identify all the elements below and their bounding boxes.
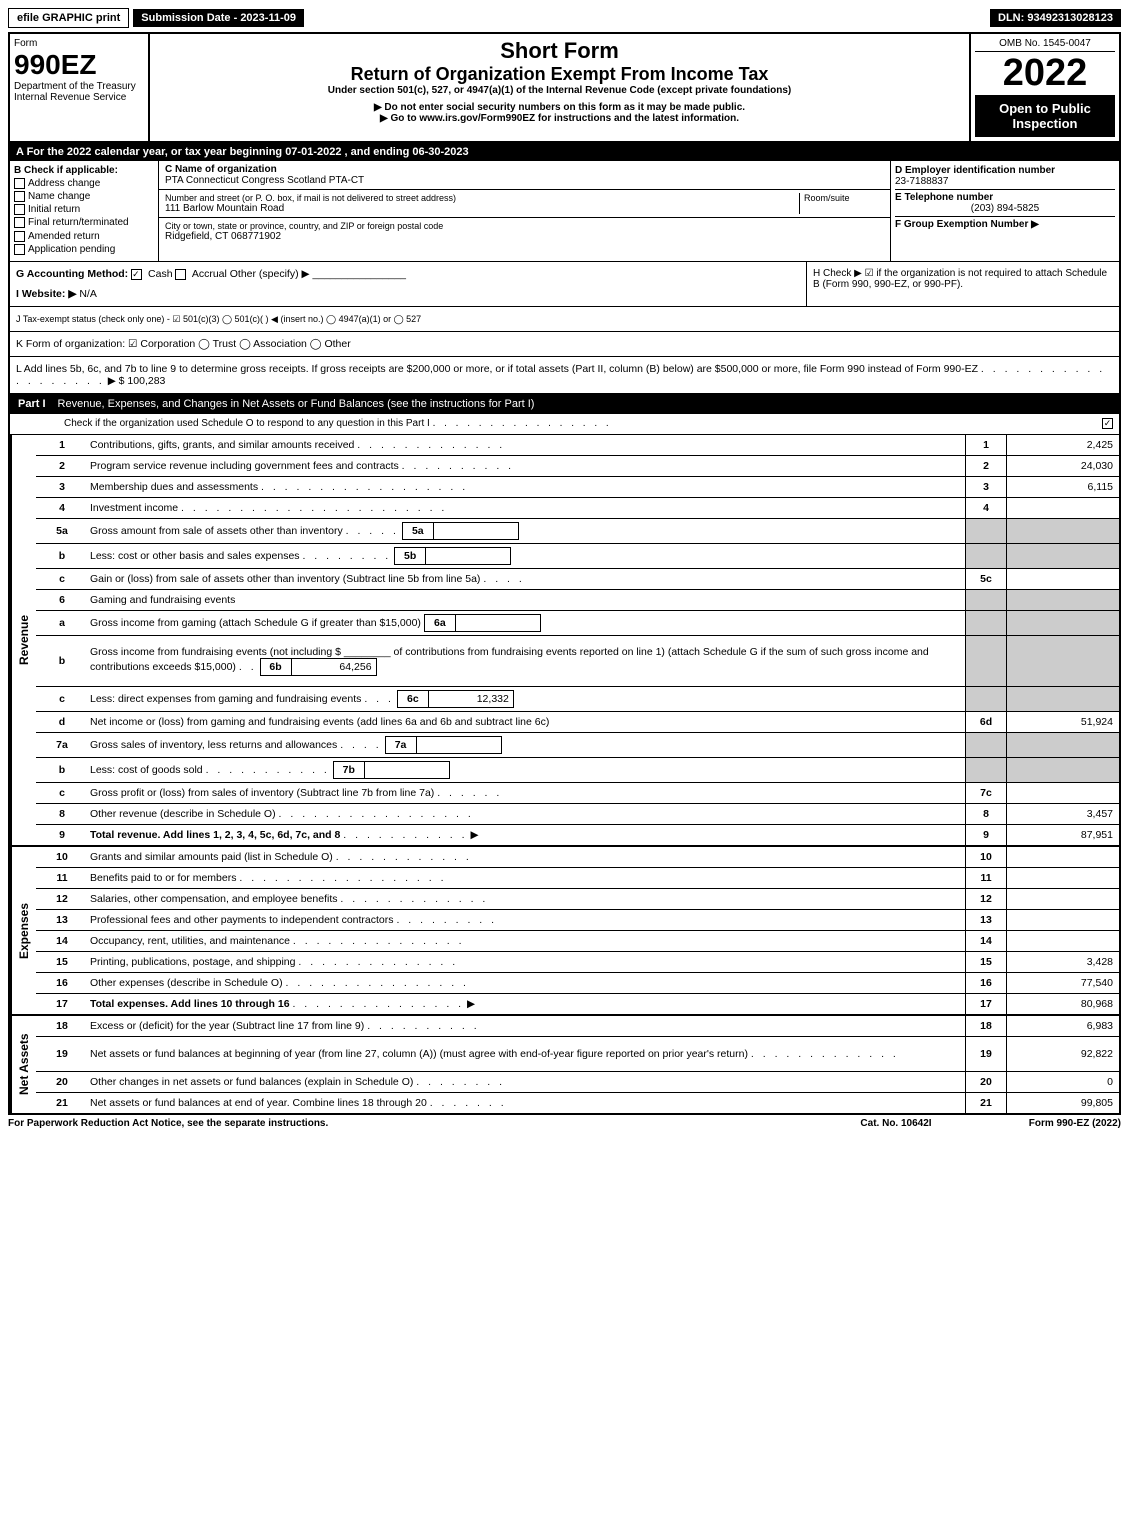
- section-b: B Check if applicable: Address change Na…: [10, 161, 159, 261]
- line1-val: 2,425: [1007, 435, 1119, 455]
- line3-val: 6,115: [1007, 477, 1119, 497]
- chk-amended[interactable]: Amended return: [14, 231, 154, 242]
- form-header: Form 990EZ Department of the Treasury In…: [10, 34, 1119, 143]
- netassets-section: Net Assets 18Excess or (deficit) for the…: [10, 1016, 1119, 1113]
- section-l: L Add lines 5b, 6c, and 7b to line 9 to …: [10, 357, 1119, 394]
- header-left: Form 990EZ Department of the Treasury In…: [10, 34, 150, 141]
- chk-address[interactable]: Address change: [14, 178, 154, 189]
- website: N/A: [79, 288, 97, 300]
- line21-val: 99,805: [1007, 1093, 1119, 1113]
- c-name-label: C Name of organization: [165, 164, 884, 175]
- note2: ▶ Go to www.irs.gov/Form990EZ for instru…: [154, 113, 965, 124]
- b-label: B Check if applicable:: [14, 165, 154, 176]
- part1-header: Part I Revenue, Expenses, and Changes in…: [10, 394, 1119, 414]
- room-label: Room/suite: [799, 193, 884, 214]
- chk-pending[interactable]: Application pending: [14, 244, 154, 255]
- expenses-label: Expenses: [10, 847, 36, 1014]
- omb-number: OMB No. 1545-0047: [975, 38, 1115, 52]
- section-h: H Check ▶ ☑ if the organization is not r…: [806, 262, 1119, 306]
- org-name: PTA Connecticut Congress Scotland PTA-CT: [165, 175, 884, 186]
- line2-val: 24,030: [1007, 456, 1119, 476]
- irs: Internal Revenue Service: [14, 92, 144, 103]
- section-k: K Form of organization: ☑ Corporation ◯ …: [10, 332, 1119, 357]
- line15-val: 3,428: [1007, 952, 1119, 972]
- chk-name[interactable]: Name change: [14, 191, 154, 202]
- line19-val: 92,822: [1007, 1037, 1119, 1071]
- subtitle: Under section 501(c), 527, or 4947(a)(1)…: [154, 85, 965, 96]
- section-a: A For the 2022 calendar year, or tax yea…: [10, 143, 1119, 161]
- city: Ridgefield, CT 068771902: [165, 231, 884, 242]
- part1-check: Check if the organization used Schedule …: [62, 415, 1099, 432]
- city-label: City or town, state or province, country…: [165, 221, 884, 231]
- efile-button[interactable]: efile GRAPHIC print: [8, 8, 129, 28]
- form-word: Form: [14, 38, 144, 49]
- section-g: G Accounting Method: Cash Accrual Other …: [10, 262, 806, 306]
- i-label: I Website: ▶: [16, 288, 76, 300]
- footer-right: Form 990-EZ (2022): [971, 1118, 1121, 1129]
- phone: (203) 894-5825: [895, 203, 1115, 214]
- line17-val: 80,968: [1007, 994, 1119, 1014]
- section-def: D Employer identification number 23-7188…: [890, 161, 1119, 261]
- line6d-val: 51,924: [1007, 712, 1119, 732]
- d-label: D Employer identification number: [895, 165, 1115, 176]
- ein: 23-7188837: [895, 176, 1115, 187]
- street: 111 Barlow Mountain Road: [165, 203, 799, 214]
- section-c: C Name of organization PTA Connecticut C…: [159, 161, 890, 261]
- tax-year: 2022: [975, 52, 1115, 95]
- line16-val: 77,540: [1007, 973, 1119, 993]
- e-label: E Telephone number: [895, 189, 1115, 203]
- expenses-section: Expenses 10Grants and similar amounts pa…: [10, 847, 1119, 1016]
- header-center: Short Form Return of Organization Exempt…: [150, 34, 969, 141]
- dln: DLN: 93492313028123: [990, 9, 1121, 27]
- section-j: J Tax-exempt status (check only one) - ☑…: [10, 307, 1119, 332]
- form-container: Form 990EZ Department of the Treasury In…: [8, 32, 1121, 1115]
- part1-label: Part I: [18, 398, 46, 410]
- footer: For Paperwork Reduction Act Notice, see …: [8, 1115, 1121, 1132]
- open-inspection: Open to Public Inspection: [975, 95, 1115, 137]
- revenue-label: Revenue: [10, 435, 36, 845]
- footer-left: For Paperwork Reduction Act Notice, see …: [8, 1118, 821, 1129]
- line8-val: 3,457: [1007, 804, 1119, 824]
- note1: ▶ Do not enter social security numbers o…: [154, 102, 965, 113]
- line6b-val: 64,256: [292, 658, 377, 676]
- line9-val: 87,951: [1007, 825, 1119, 845]
- form-number: 990EZ: [14, 49, 144, 81]
- short-form-title: Short Form: [154, 38, 965, 64]
- chk-final[interactable]: Final return/terminated: [14, 217, 154, 228]
- f-label: F Group Exemption Number ▶: [895, 216, 1115, 230]
- line18-val: 6,983: [1007, 1016, 1119, 1036]
- line6c-val: 12,332: [429, 690, 514, 708]
- header-right: OMB No. 1545-0047 2022 Open to Public In…: [969, 34, 1119, 141]
- netassets-label: Net Assets: [10, 1016, 36, 1113]
- street-label: Number and street (or P. O. box, if mail…: [165, 193, 799, 203]
- chk-initial[interactable]: Initial return: [14, 204, 154, 215]
- part1-checkbox[interactable]: [1102, 418, 1113, 429]
- dept: Department of the Treasury: [14, 81, 144, 92]
- submission-date: Submission Date - 2023-11-09: [133, 9, 304, 27]
- info-grid: B Check if applicable: Address change Na…: [10, 161, 1119, 262]
- top-bar: efile GRAPHIC print Submission Date - 20…: [8, 8, 1121, 28]
- revenue-section: Revenue 1Contributions, gifts, grants, a…: [10, 435, 1119, 847]
- part1-title: Revenue, Expenses, and Changes in Net As…: [58, 398, 535, 410]
- footer-mid: Cat. No. 10642I: [821, 1118, 971, 1129]
- return-title: Return of Organization Exempt From Incom…: [154, 64, 965, 85]
- line20-val: 0: [1007, 1072, 1119, 1092]
